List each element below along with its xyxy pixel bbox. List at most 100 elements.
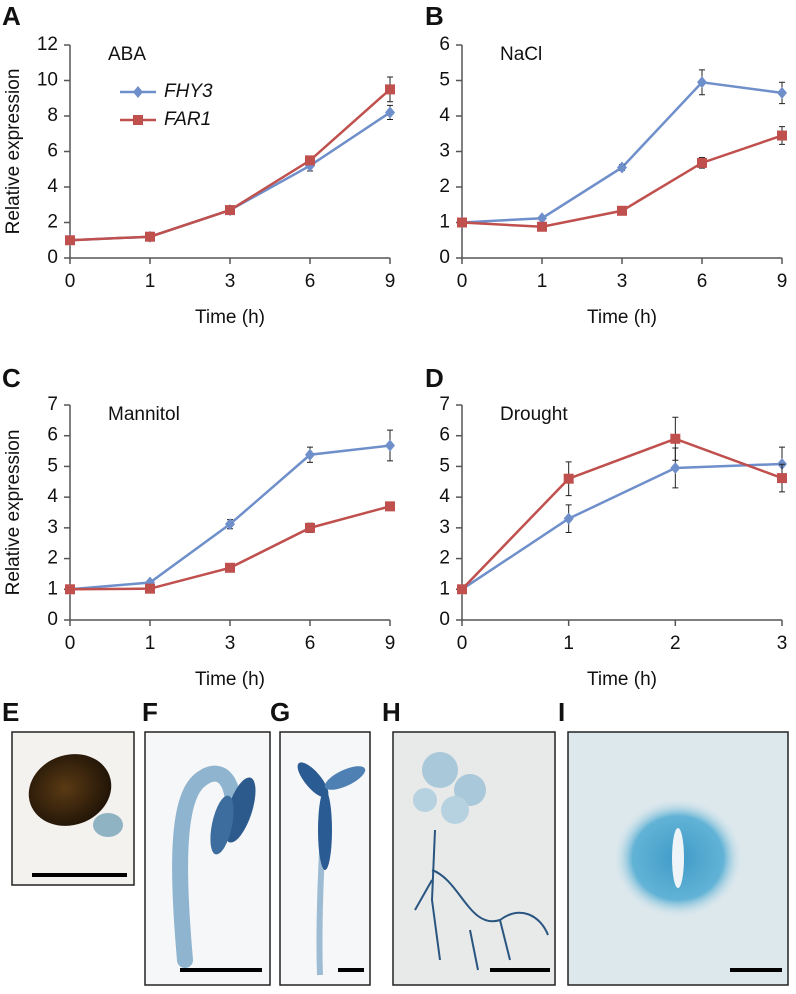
x-tick-label: 0 xyxy=(457,271,468,292)
x-axis-label: Time (h) xyxy=(587,307,657,328)
marker xyxy=(65,235,75,246)
marker xyxy=(305,448,315,461)
panel-label: I xyxy=(558,697,565,727)
chart-title: Mannitol xyxy=(108,404,180,425)
x-axis-label: Time (h) xyxy=(587,669,657,690)
panel-label: E xyxy=(2,697,19,727)
x-tick-label: 6 xyxy=(305,633,316,654)
marker xyxy=(617,161,627,174)
x-tick-label: 1 xyxy=(145,271,156,292)
y-tick-label: 6 xyxy=(47,141,58,162)
x-tick-label: 3 xyxy=(617,271,628,292)
marker xyxy=(133,86,143,98)
y-axis-label: Relative expression xyxy=(3,430,24,596)
y-tick-label: 5 xyxy=(439,70,450,91)
y-tick-label: 4 xyxy=(439,486,450,507)
legend-label: FAR1 xyxy=(164,109,211,130)
y-tick-label: 3 xyxy=(47,517,58,538)
y-tick-label: 0 xyxy=(439,609,450,630)
x-tick-label: 9 xyxy=(385,271,396,292)
marker xyxy=(385,439,395,452)
series-line xyxy=(69,88,391,242)
photo-h xyxy=(392,731,556,986)
marker xyxy=(777,473,787,484)
x-axis-label: Time (h) xyxy=(195,669,265,690)
x-tick-label: 6 xyxy=(697,271,708,292)
chart-title: NaCl xyxy=(500,44,542,65)
chart-title: Drought xyxy=(500,404,568,425)
y-tick-label: 0 xyxy=(47,609,58,630)
marker xyxy=(670,461,681,474)
photo-i xyxy=(567,731,789,986)
marker xyxy=(457,584,467,595)
marker xyxy=(385,84,395,95)
marker xyxy=(777,130,787,141)
y-tick-label: 12 xyxy=(37,34,58,55)
y-tick-label: 2 xyxy=(47,548,58,569)
panel-label: H xyxy=(382,697,401,727)
marker xyxy=(225,562,235,573)
x-axis-label: Time (h) xyxy=(195,307,265,328)
y-tick-label: 6 xyxy=(439,425,450,446)
x-tick-label: 2 xyxy=(670,633,681,654)
marker xyxy=(457,217,467,228)
y-tick-label: 0 xyxy=(47,247,58,268)
panel-label: B xyxy=(425,1,444,31)
x-tick-label: 3 xyxy=(225,633,236,654)
y-tick-label: 4 xyxy=(439,105,450,126)
legend-label: FHY3 xyxy=(164,81,213,102)
y-tick-label: 2 xyxy=(439,548,450,569)
y-tick-label: 1 xyxy=(439,578,450,599)
x-tick-label: 6 xyxy=(305,271,316,292)
x-tick-label: 1 xyxy=(145,633,156,654)
y-tick-label: 2 xyxy=(439,176,450,197)
marker xyxy=(537,212,547,225)
y-tick-label: 3 xyxy=(439,517,450,538)
marker xyxy=(537,221,547,232)
marker xyxy=(133,115,143,125)
marker xyxy=(670,433,681,444)
series-line xyxy=(461,437,783,591)
y-tick-label: 3 xyxy=(439,141,450,162)
x-tick-label: 1 xyxy=(563,633,574,654)
x-tick-label: 3 xyxy=(777,633,788,654)
marker xyxy=(225,205,235,216)
x-tick-label: 9 xyxy=(777,271,788,292)
chart-title: ABA xyxy=(108,44,146,65)
photo-f xyxy=(144,731,271,986)
y-tick-label: 7 xyxy=(439,394,450,415)
y-tick-label: 10 xyxy=(37,70,58,91)
y-tick-label: 6 xyxy=(47,425,58,446)
series-line xyxy=(461,462,783,591)
y-tick-label: 6 xyxy=(439,34,450,55)
marker xyxy=(225,518,235,531)
y-axis-label: Relative expression xyxy=(3,69,24,235)
x-tick-label: 9 xyxy=(385,633,396,654)
photo-e xyxy=(11,731,135,886)
marker xyxy=(305,155,315,166)
marker xyxy=(145,231,155,242)
marker xyxy=(385,106,395,119)
y-tick-label: 4 xyxy=(47,176,58,197)
y-tick-label: 5 xyxy=(439,455,450,476)
y-tick-label: 1 xyxy=(47,578,58,599)
x-tick-label: 3 xyxy=(225,271,236,292)
marker xyxy=(145,583,155,594)
marker xyxy=(563,473,574,484)
panel-label: D xyxy=(425,363,444,393)
y-tick-label: 4 xyxy=(47,486,58,507)
y-tick-label: 7 xyxy=(47,394,58,415)
panel-label: G xyxy=(270,697,290,727)
x-tick-label: 0 xyxy=(65,271,76,292)
y-tick-label: 8 xyxy=(47,105,58,126)
panel-label: C xyxy=(2,363,21,393)
marker xyxy=(617,205,627,216)
panel-label: F xyxy=(142,697,158,727)
marker xyxy=(777,86,787,99)
y-tick-label: 1 xyxy=(439,212,450,233)
marker xyxy=(305,522,315,533)
y-tick-label: 5 xyxy=(47,455,58,476)
x-tick-label: 0 xyxy=(457,633,468,654)
marker xyxy=(385,501,395,512)
